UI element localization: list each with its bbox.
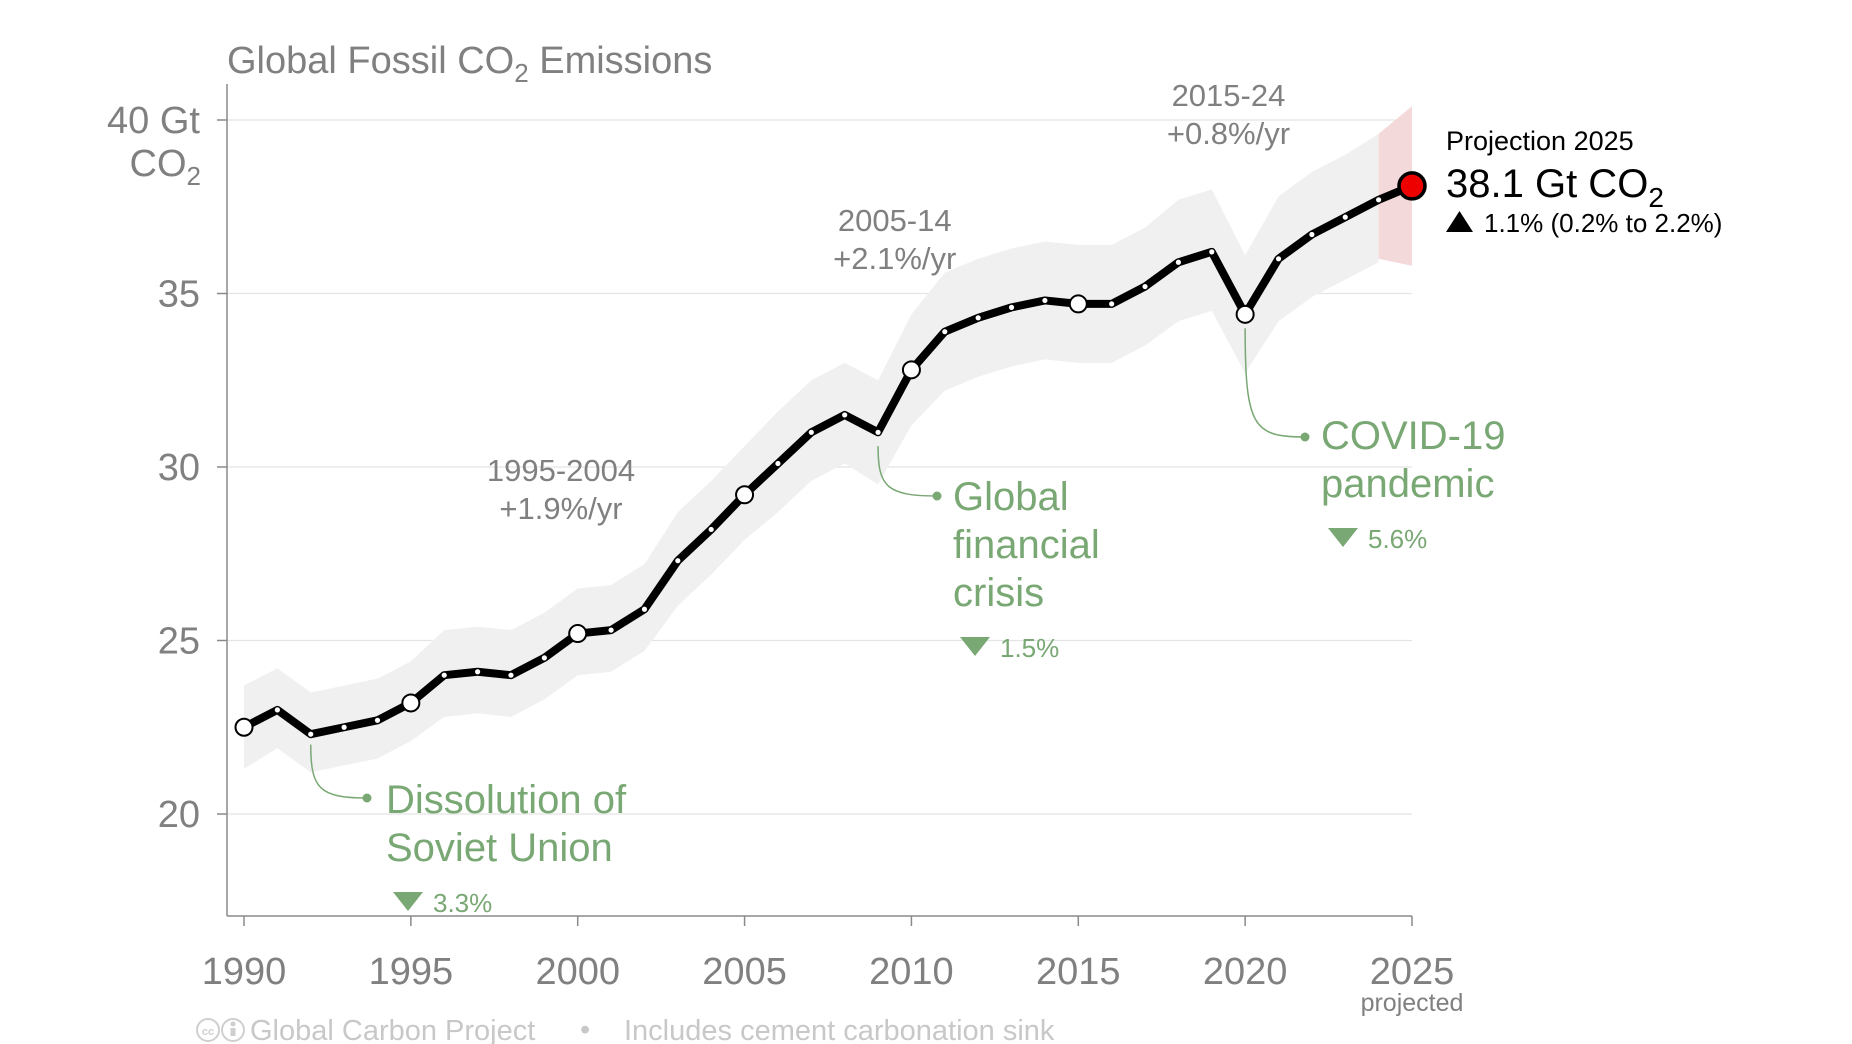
data-point-2021 xyxy=(1275,256,1282,262)
highlight-point-1995 xyxy=(401,693,421,713)
highlight-point-2020 xyxy=(1235,304,1255,324)
growth-period-2: 2015-24 xyxy=(1172,78,1286,113)
x-tick-label-2025: 2025 xyxy=(1370,951,1455,993)
footer-note: Includes cement carbonation sink xyxy=(624,1015,1055,1044)
event-change-1: 1.5% xyxy=(1000,633,1059,663)
data-points xyxy=(234,171,1427,737)
emissions-line xyxy=(240,181,1416,739)
data-point-2014 xyxy=(1042,297,1048,304)
event-label-1-line3: crisis xyxy=(953,571,1044,615)
event-label-1-line2: financial xyxy=(953,523,1100,567)
event-leader-dot-0 xyxy=(362,793,372,803)
growth-rate-2: +0.8%/yr xyxy=(1167,116,1290,151)
data-point-2016 xyxy=(1109,301,1115,307)
event-leader-dot-1 xyxy=(932,491,942,501)
data-point-1996 xyxy=(441,672,447,678)
data-point-2012 xyxy=(975,315,981,321)
data-point-2003 xyxy=(675,558,681,564)
footer-bullet: • xyxy=(580,1014,590,1044)
svg-text:cc: cc xyxy=(202,1026,214,1038)
x-tick-label-2015: 2015 xyxy=(1036,951,1121,993)
x-tick-label-2005: 2005 xyxy=(702,951,787,993)
projection-value: 38.1 Gt CO2 xyxy=(1446,162,1664,213)
growth-period-0: 1995-2004 xyxy=(487,453,635,488)
data-point-2006 xyxy=(775,460,781,467)
event-change-2: 5.6% xyxy=(1368,524,1427,554)
data-point-2018 xyxy=(1175,259,1181,265)
x-tick-label-2000: 2000 xyxy=(535,951,620,993)
data-point-2024 xyxy=(1376,197,1382,203)
data-point-2013 xyxy=(1008,304,1015,310)
x-tick-label-1995: 1995 xyxy=(369,951,454,993)
event-leader-2 xyxy=(1244,328,1306,438)
data-point-1998 xyxy=(508,672,514,678)
growth-period-1: 2005-14 xyxy=(838,203,952,238)
data-point-2007 xyxy=(808,429,814,435)
highlight-point-2005 xyxy=(735,485,755,505)
event-label-0-line1: Dissolution of xyxy=(386,778,627,822)
historical-uncertainty-band xyxy=(244,133,1379,773)
y-tick-label-25: 25 xyxy=(158,621,200,663)
data-point-2009 xyxy=(875,429,881,435)
decrease-triangle-icon-1 xyxy=(960,637,990,656)
footer-source: Global Carbon Project xyxy=(250,1015,535,1044)
data-point-2017 xyxy=(1142,283,1148,290)
projection-heading: Projection 2025 xyxy=(1446,126,1634,156)
axis-labels: 35 30 25 20 1990 1995 2000 2005 2010 2015 2020 2025… xyxy=(158,274,1464,1018)
data-point-2011 xyxy=(942,329,948,335)
decrease-triangle-icon-2 xyxy=(1328,528,1358,547)
event-label-2-line2: pandemic xyxy=(1321,462,1494,506)
event-label-1-line1: Global xyxy=(953,475,1069,519)
data-point-2023 xyxy=(1342,214,1348,220)
x-sublabel-projected: projected xyxy=(1361,989,1464,1017)
increase-triangle-icon xyxy=(1446,211,1473,232)
data-point-1991 xyxy=(274,707,280,713)
event-label-2-line1: COVID-19 xyxy=(1321,414,1506,458)
highlight-point-1990 xyxy=(234,717,254,737)
data-point-2022 xyxy=(1309,231,1315,238)
x-tick-label-2020: 2020 xyxy=(1203,951,1288,993)
data-point-2004 xyxy=(708,526,714,533)
event-leader-1 xyxy=(877,446,938,497)
projection-uncertainty-band xyxy=(1378,106,1412,266)
data-point-2019 xyxy=(1209,249,1215,255)
projection-point-2025 xyxy=(1397,171,1427,201)
data-point-2008 xyxy=(842,412,848,418)
growth-rate-0: +1.9%/yr xyxy=(499,491,622,526)
event-leader-0 xyxy=(309,744,368,799)
uncertainty-band xyxy=(244,106,1412,773)
y-tick-label-20: 20 xyxy=(158,794,200,836)
projection-change: 1.1% (0.2% to 2.2%) xyxy=(1484,208,1722,238)
chart-title: Global Fossil CO2 Emissions xyxy=(227,40,712,88)
highlight-point-2000 xyxy=(568,624,588,644)
data-point-1997 xyxy=(475,669,481,675)
data-point-1994 xyxy=(374,717,381,723)
growth-rate-1: +2.1%/yr xyxy=(833,241,956,276)
data-point-1992 xyxy=(308,731,314,737)
event-change-0: 3.3% xyxy=(433,888,492,918)
highlight-point-2010 xyxy=(901,360,921,380)
data-point-2002 xyxy=(641,606,648,612)
cc-license-icon: cc xyxy=(196,1018,245,1042)
data-point-1993 xyxy=(341,724,347,730)
axis-ticks xyxy=(217,119,1413,926)
highlight-point-2015 xyxy=(1068,294,1088,314)
y-unit-label-line2: CO2 xyxy=(130,143,201,191)
event-label-0-line2: Soviet Union xyxy=(386,826,613,870)
y-unit-label-line1: 40 Gt xyxy=(107,100,200,142)
data-point-1999 xyxy=(541,655,547,661)
data-point-2001 xyxy=(608,627,614,633)
emissions-series-line xyxy=(240,181,1416,739)
y-tick-label-35: 35 xyxy=(158,274,200,316)
x-tick-label-2010: 2010 xyxy=(869,951,954,993)
decrease-triangle-icon-0 xyxy=(393,892,423,911)
event-leader-dot-2 xyxy=(1300,432,1310,442)
annotations: 1995-2004+1.9%/yr 2005-14+2.1%/yr 2015-24+… xyxy=(309,78,1506,918)
x-tick-label-1990: 1990 xyxy=(202,951,287,993)
y-tick-label-30: 30 xyxy=(158,447,200,489)
